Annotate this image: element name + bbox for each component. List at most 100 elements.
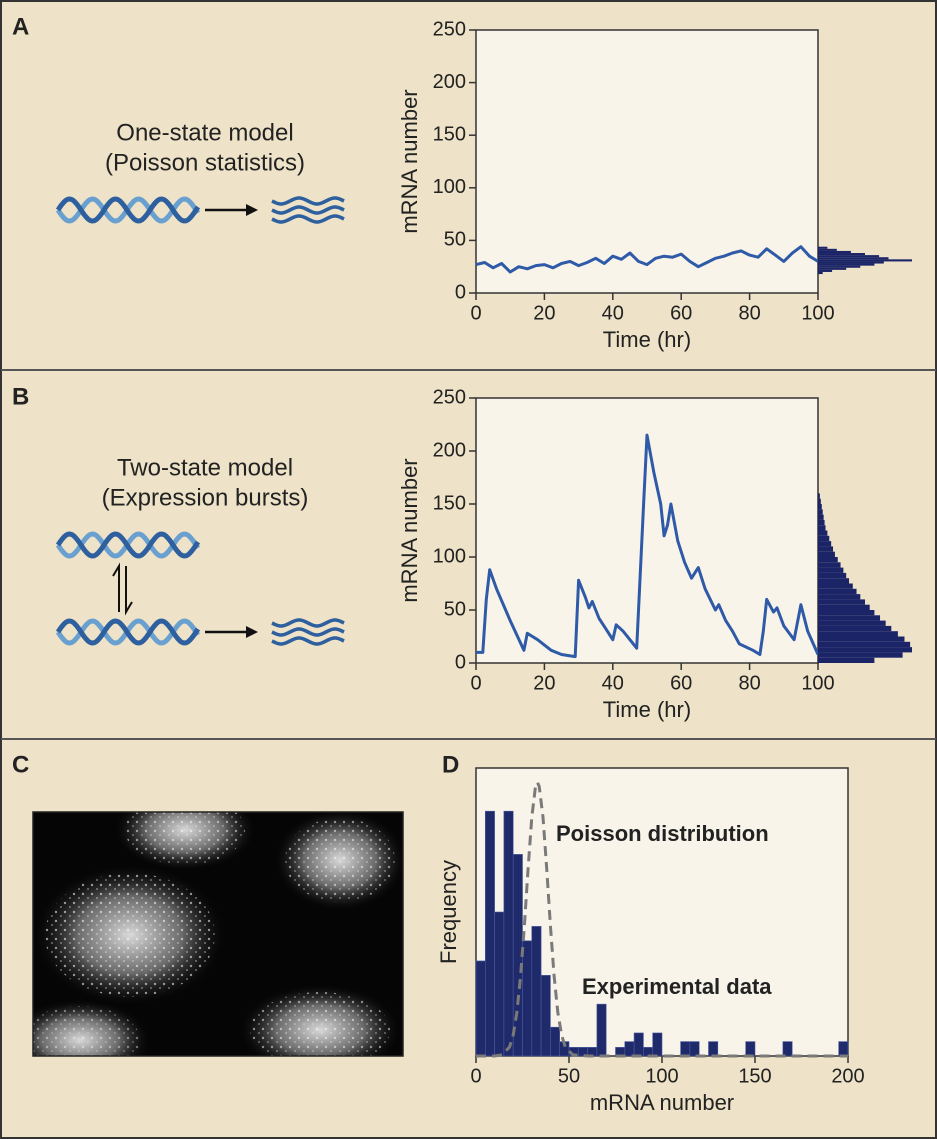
histogram-bar bbox=[531, 926, 542, 1057]
y-tick-label: 100 bbox=[433, 176, 466, 198]
side-histogram-bar bbox=[818, 514, 824, 520]
side-histogram-bar bbox=[818, 562, 841, 568]
histogram-bar bbox=[494, 911, 505, 1057]
x-tick-label: 80 bbox=[738, 672, 760, 694]
mrna-icon bbox=[271, 618, 345, 628]
side-histogram-bar bbox=[818, 263, 875, 266]
model-title: One-state model bbox=[116, 119, 293, 146]
x-tick-label: 100 bbox=[801, 302, 834, 324]
side-histogram-bar bbox=[818, 535, 830, 542]
y-tick-label: 100 bbox=[433, 545, 466, 567]
side-histogram-bar bbox=[818, 546, 834, 552]
side-histogram-bar bbox=[818, 498, 821, 504]
side-histogram-bar bbox=[818, 504, 822, 510]
side-histogram-bar bbox=[818, 625, 892, 632]
side-histogram-bar bbox=[818, 248, 837, 251]
micrograph-frame bbox=[32, 811, 404, 1057]
x-tick-label: 40 bbox=[602, 302, 624, 324]
y-tick-label: 200 bbox=[433, 439, 466, 461]
y-tick-label: 150 bbox=[433, 123, 466, 145]
side-histogram-bar bbox=[818, 636, 905, 642]
y-tick-label: 250 bbox=[433, 18, 466, 40]
mrna-icon bbox=[271, 627, 345, 637]
histogram-bar bbox=[745, 1041, 756, 1057]
histogram-bar bbox=[624, 1041, 635, 1057]
x-axis-label: Time (hr) bbox=[603, 327, 691, 352]
y-tick-label: 150 bbox=[433, 492, 466, 514]
model-subtitle: (Expression bursts) bbox=[102, 484, 309, 511]
arrow-head bbox=[246, 626, 258, 638]
side-histogram-bar bbox=[818, 271, 823, 275]
side-histogram-bar bbox=[818, 530, 828, 536]
histogram-bar bbox=[633, 1032, 644, 1057]
model-subtitle: (Poisson statistics) bbox=[105, 149, 305, 176]
x-tick-label: 20 bbox=[533, 302, 555, 324]
side-histogram-bar bbox=[818, 615, 881, 621]
side-histogram-bar bbox=[818, 610, 875, 616]
panel-letter: C bbox=[12, 751, 29, 778]
side-histogram-bar bbox=[818, 261, 884, 264]
x-tick-label: 20 bbox=[533, 672, 555, 694]
x-tick-label: 60 bbox=[670, 672, 692, 694]
side-histogram-bar bbox=[818, 265, 861, 268]
histogram-bar bbox=[689, 1041, 700, 1057]
side-histogram-bar bbox=[818, 567, 844, 573]
side-histogram-bar bbox=[818, 631, 898, 637]
histogram-bar bbox=[782, 1041, 793, 1057]
x-tick-label: 40 bbox=[602, 672, 624, 694]
y-tick-label: 0 bbox=[455, 651, 466, 673]
x-tick-label: 0 bbox=[470, 1065, 481, 1087]
side-histogram-bar bbox=[818, 588, 857, 595]
equilibrium-arrow bbox=[125, 566, 133, 616]
y-tick-label: 50 bbox=[444, 229, 466, 251]
histogram-bar bbox=[550, 1026, 561, 1057]
x-axis-label: Time (hr) bbox=[603, 697, 691, 722]
side-histogram-bar bbox=[818, 259, 912, 262]
x-tick-label: 0 bbox=[470, 302, 481, 324]
x-tick-label: 60 bbox=[670, 302, 692, 324]
y-axis-label: Frequency bbox=[436, 860, 461, 964]
histogram-bar bbox=[484, 810, 495, 1057]
poisson-curve bbox=[476, 778, 848, 1058]
histogram-bar bbox=[708, 1041, 719, 1057]
side-histogram-bar bbox=[818, 647, 912, 653]
equilibrium-arrow bbox=[112, 562, 120, 612]
side-histogram-bar bbox=[818, 541, 832, 547]
side-histogram-bar bbox=[818, 509, 823, 515]
side-histogram-bar bbox=[818, 641, 911, 648]
plot-area bbox=[475, 29, 819, 294]
side-histogram-bar bbox=[818, 255, 880, 258]
side-histogram-bar bbox=[818, 246, 828, 249]
x-tick-label: 200 bbox=[831, 1065, 864, 1087]
y-axis-label: mRNA number bbox=[397, 458, 422, 602]
side-histogram-bar bbox=[818, 519, 825, 526]
micrograph bbox=[33, 812, 403, 1056]
x-tick-label: 80 bbox=[738, 302, 760, 324]
y-tick-label: 0 bbox=[455, 281, 466, 303]
side-histogram-bar bbox=[818, 657, 875, 663]
side-histogram-bar bbox=[818, 599, 865, 605]
x-tick-label: 150 bbox=[738, 1065, 771, 1087]
side-histogram-bar bbox=[818, 557, 838, 563]
side-histogram-bar bbox=[818, 604, 870, 610]
side-histogram-bar bbox=[818, 253, 865, 256]
side-histogram-bar bbox=[818, 594, 861, 600]
x-tick-label: 100 bbox=[801, 672, 834, 694]
side-histogram-bar bbox=[818, 493, 820, 499]
dna-strand bbox=[55, 531, 201, 559]
histogram-bar bbox=[503, 810, 514, 1057]
mrna-icon bbox=[271, 636, 345, 646]
arrow-head bbox=[246, 204, 258, 216]
histogram-bar bbox=[596, 1003, 607, 1057]
dna-strand bbox=[55, 618, 201, 646]
side-histogram-bar bbox=[818, 250, 851, 254]
side-histogram-bar bbox=[818, 583, 853, 589]
y-tick-label: 50 bbox=[444, 598, 466, 620]
histogram-bar bbox=[540, 975, 551, 1057]
curve-label: Poisson distribution bbox=[556, 821, 769, 846]
y-tick-label: 250 bbox=[433, 386, 466, 408]
data-line bbox=[476, 433, 820, 659]
side-histogram-bar bbox=[818, 572, 847, 579]
panel-letter: D bbox=[442, 751, 459, 778]
